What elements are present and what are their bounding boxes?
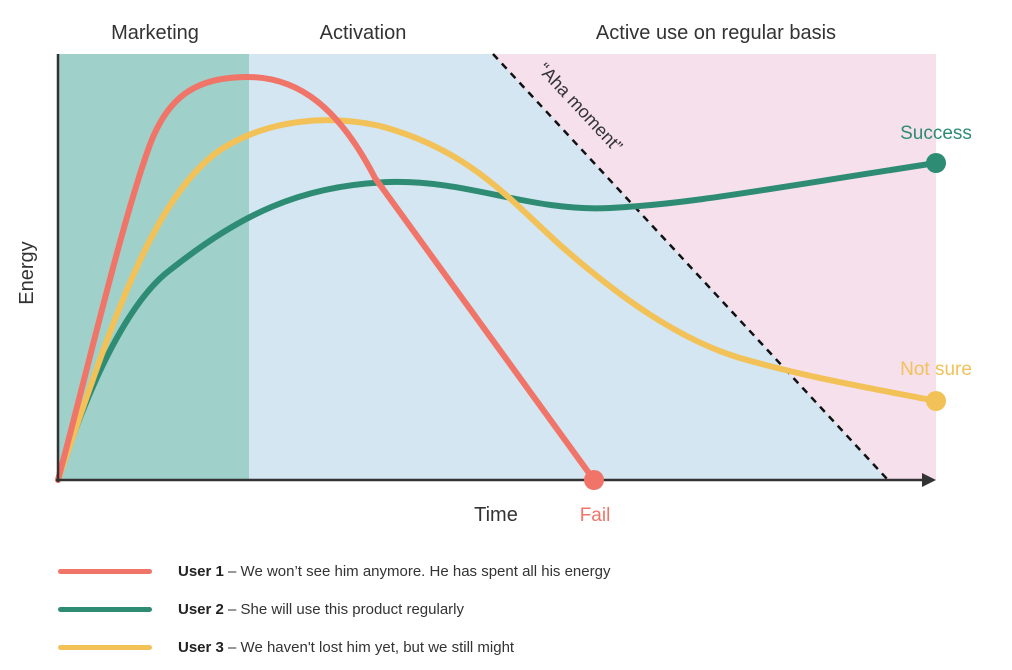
- legend-text-user-3: User 3 – We haven't lost him yet, but we…: [178, 639, 514, 656]
- fail-marker: [584, 470, 604, 490]
- x-axis-arrowhead: [922, 473, 936, 487]
- aha-moment-line: [492, 53, 889, 481]
- legend-item-user-1: User 1 – We won’t see him anymore. He ha…: [58, 552, 958, 590]
- marketing-phase-label: Marketing: [111, 22, 199, 44]
- legend-swatch-user-3: [58, 644, 152, 650]
- x-axis-label: Time: [474, 504, 518, 526]
- legend-text-user-1: User 1 – We won’t see him anymore. He ha…: [178, 563, 610, 580]
- legend-user-1-description: – We won’t see him anymore. He has spent…: [223, 562, 611, 580]
- legend-swatch-user-2: [58, 606, 152, 612]
- legend-item-user-3: User 3 – We haven't lost him yet, but we…: [58, 628, 958, 666]
- user-1-curve: [55, 73, 597, 483]
- user-3-curve: [55, 117, 939, 483]
- legend-user-3-name: User 3: [178, 638, 224, 656]
- legend-swatch-user-1: [58, 568, 152, 574]
- legend-text-user-2: User 2 – She will use this product regul…: [178, 601, 464, 618]
- active-use-phase-area: [493, 54, 936, 480]
- fail-label: Fail: [580, 505, 611, 526]
- user-2-curve: [55, 160, 939, 483]
- success-marker: [926, 153, 946, 173]
- active-use-phase-label: Active use on regular basis: [596, 22, 836, 44]
- not-sure-marker: [926, 391, 946, 411]
- success-label: Success: [900, 123, 972, 144]
- marketing-phase-area: [58, 54, 249, 480]
- legend: User 1 – We won’t see him anymore. He ha…: [58, 552, 958, 666]
- y-axis-label: Energy: [16, 241, 38, 304]
- activation-phase-label: Activation: [320, 22, 407, 44]
- energy-over-time-diagram: Marketing Activation Active use on regul…: [16, 22, 972, 526]
- not-sure-label: Not sure: [900, 359, 972, 380]
- legend-user-1-name: User 1: [178, 562, 224, 580]
- legend-user-3-description: – We haven't lost him yet, but we still …: [223, 638, 515, 656]
- legend-user-2-description: – She will use this product regularly: [223, 600, 464, 618]
- legend-user-2-name: User 2: [178, 600, 224, 618]
- legend-item-user-2: User 2 – She will use this product regul…: [58, 590, 958, 628]
